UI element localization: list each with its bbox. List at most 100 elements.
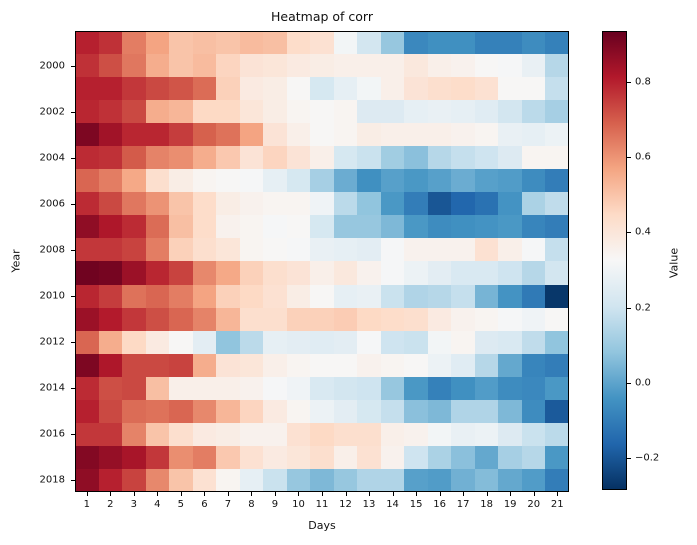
heatmap-cell [263,169,287,193]
y-tick-label: 2008 [39,244,65,256]
heatmap-cell [380,468,405,492]
heatmap-cell [286,284,311,308]
heatmap-cell [263,399,287,423]
heatmap-cell [521,238,546,262]
heatmap-cell [357,422,381,446]
y-tick-mark [71,111,75,113]
heatmap-cell [521,77,546,101]
chart-title: Heatmap of corr [271,9,373,24]
heatmap-cell [521,422,546,446]
colorbar-tick-mark [627,81,631,83]
heatmap-cell [122,261,146,285]
heatmap-cell [427,376,452,400]
y-tick-mark [71,296,75,298]
heatmap-cell [286,54,311,78]
heatmap-cell [145,422,170,446]
heatmap-cell [380,146,405,170]
heatmap-cell [404,192,428,216]
heatmap-cell [427,445,452,469]
heatmap-cell [404,307,428,331]
heatmap-cell [286,31,311,55]
heatmap-cell [216,54,240,78]
heatmap-cell [192,261,217,285]
heatmap-cell [192,238,217,262]
heatmap-cell [75,146,99,170]
heatmap-cell [286,146,311,170]
heatmap-cell [216,31,240,55]
heatmap-cell [122,77,146,101]
heatmap-cell [263,54,287,78]
x-tick-mark [369,492,371,496]
heatmap-cell [239,169,264,193]
heatmap-cell [239,261,264,285]
heatmap-cell [545,77,569,101]
heatmap-cell [263,31,287,55]
heatmap-grid [75,31,569,492]
heatmap-cell [98,123,123,147]
heatmap-cell [498,422,522,446]
heatmap-cell [451,468,475,492]
heatmap-cell [310,238,334,262]
heatmap-cell [192,307,217,331]
heatmap-cell [286,353,311,377]
x-tick-mark [180,492,182,496]
y-tick-mark [71,434,75,436]
heatmap-cell [286,468,311,492]
heatmap-cell [333,100,358,124]
heatmap-cell [427,422,452,446]
heatmap-cell [427,330,452,354]
heatmap-cell [404,54,428,78]
heatmap-cell [145,307,170,331]
x-tick-label: 12 [339,499,352,510]
heatmap-cell [122,215,146,239]
heatmap-cell [98,100,123,124]
heatmap-cell [98,192,123,216]
plot-area [75,31,569,492]
heatmap-cell [474,192,499,216]
heatmap-cell [263,284,287,308]
x-tick-label: 2 [107,499,114,510]
heatmap-cell [145,445,170,469]
heatmap-cell [451,238,475,262]
heatmap-cell [239,123,264,147]
heatmap-cell [122,399,146,423]
heatmap-cell [169,77,193,101]
heatmap-cell [75,261,99,285]
heatmap-cell [122,100,146,124]
heatmap-cell [286,422,311,446]
colorbar-tick-label: 0.2 [635,302,651,314]
heatmap-cell [263,468,287,492]
heatmap-cell [333,123,358,147]
heatmap-cell [474,123,499,147]
heatmap-cell [192,330,217,354]
heatmap-cell [145,330,170,354]
x-axis-ticks: 1 2 3 4 5 6 7 8 9 10 11 12 13 14 15 16 17 18 19 20 21 [75,492,569,522]
heatmap-cell [427,100,452,124]
heatmap-cell [427,353,452,377]
heatmap-cell [169,399,193,423]
heatmap-cell [521,146,546,170]
heatmap-cell [451,261,475,285]
heatmap-cell [122,330,146,354]
heatmap-cell [427,54,452,78]
heatmap-cell [357,353,381,377]
heatmap-cell [263,445,287,469]
heatmap-cell [239,376,264,400]
heatmap-cell [451,146,475,170]
heatmap-cell [333,215,358,239]
heatmap-cell [474,307,499,331]
heatmap-cell [122,146,146,170]
heatmap-cell [310,77,334,101]
heatmap-cell [521,330,546,354]
x-tick-label: 3 [130,499,137,510]
heatmap-cell [263,422,287,446]
heatmap-cell [427,284,452,308]
heatmap-cell [216,169,240,193]
heatmap-cell [427,215,452,239]
heatmap-cell [545,238,569,262]
x-tick-label: 5 [177,499,185,510]
heatmap-cell [122,192,146,216]
heatmap-cell [263,215,287,239]
heatmap-cell [333,284,358,308]
x-tick-mark [345,492,347,496]
